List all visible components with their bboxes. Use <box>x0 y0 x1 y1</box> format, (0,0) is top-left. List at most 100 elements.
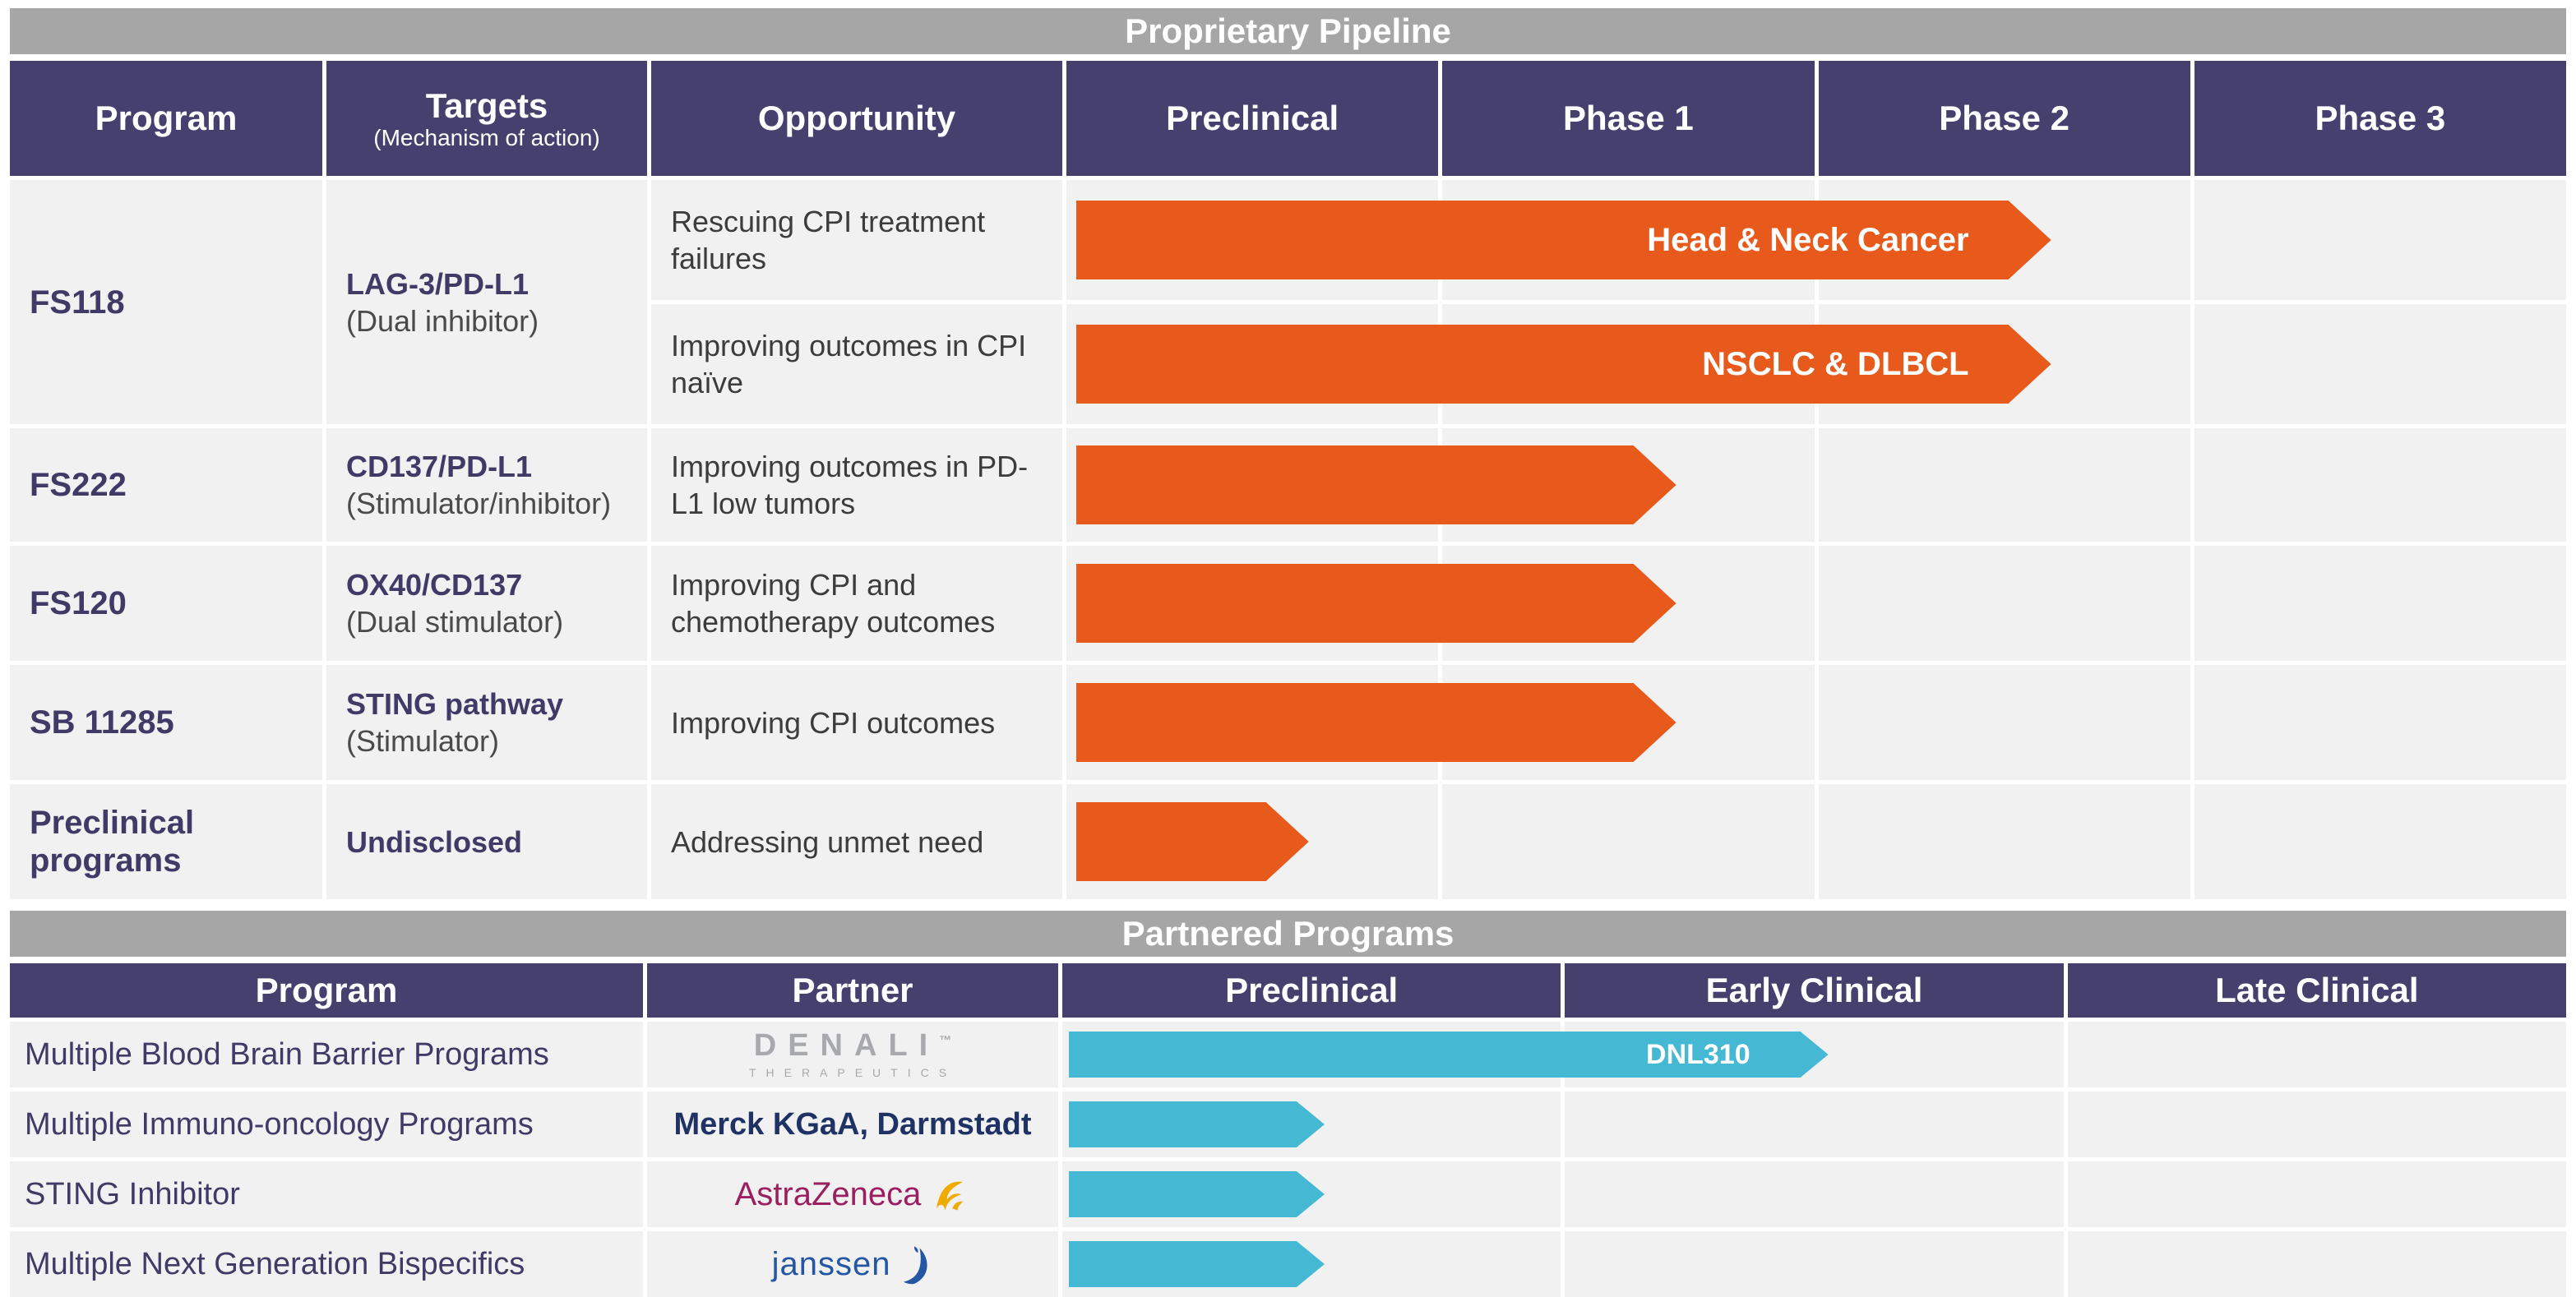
col-header-early-clinical-label: Early Clinical <box>1705 971 1923 1010</box>
program-cell-fs120: FS120 <box>10 546 322 661</box>
pipeline-arrow <box>1076 802 1309 881</box>
pipeline-arrow <box>1069 1241 1325 1287</box>
col-header-targets-sublabel: (Mechanism of action) <box>373 124 600 150</box>
partnered-program-name: Multiple Immuno-oncology Programs <box>25 1106 534 1142</box>
stage-gridlines <box>1062 1161 2566 1227</box>
partnered-program-name: STING Inhibitor <box>25 1176 240 1212</box>
opportunity-cell: Improving CPI outcomes <box>651 665 1062 780</box>
target-mechanism: (Dual stimulator) <box>346 605 564 639</box>
target-mechanism: (Stimulator/inhibitor) <box>346 487 612 520</box>
partner-cell-astrazeneca: AstraZeneca <box>647 1161 1058 1227</box>
col-header-late-clinical-label: Late Clinical <box>2215 971 2419 1010</box>
opportunity-cell: Rescuing CPI treatment failures <box>651 180 1062 300</box>
stage-track-fs222 <box>1066 428 2566 542</box>
target-mechanism: (Stimulator) <box>346 724 500 758</box>
col-header-opportunity-label: Opportunity <box>757 99 956 138</box>
janssen-flame-icon <box>904 1246 927 1285</box>
program-name: SB 11285 <box>30 704 174 741</box>
stage-track-janssen <box>1062 1231 2566 1297</box>
partnered-program-blood-brain-barrier: Multiple Blood Brain Barrier Programs <box>10 1022 643 1087</box>
opportunity-text: Improving outcomes in CPI naïve <box>671 329 1027 399</box>
pipeline-arrow: NSCLC & DLBCL <box>1076 325 2051 404</box>
stage-track-fs118-nsclc: NSCLC & DLBCL <box>1066 304 2566 424</box>
pipeline-arrow <box>1076 445 1676 524</box>
col-header-phase3: Phase 3 <box>2194 61 2566 176</box>
astrazeneca-logo: AstraZeneca <box>735 1173 971 1216</box>
partnered-program-name: Multiple Blood Brain Barrier Programs <box>25 1036 549 1072</box>
stage-track-astrazeneca <box>1062 1161 2566 1227</box>
col-header-program-label: Program <box>95 99 238 138</box>
program-name: FS120 <box>30 585 127 621</box>
target-name: LAG-3/PD-L1 <box>346 266 530 301</box>
target-name: OX40/CD137 <box>346 568 523 602</box>
pipeline-arrow <box>1076 564 1676 643</box>
pipeline-arrow <box>1069 1101 1325 1147</box>
col-header-targets: Targets (Mechanism of action) <box>326 61 647 176</box>
program-cell-fs222: FS222 <box>10 428 322 542</box>
partnered-program-sting-inhibitor: STING Inhibitor <box>10 1161 643 1227</box>
col-header-partner-label: Partner <box>792 971 913 1010</box>
partnered-program-name: Multiple Next Generation Bispecifics <box>25 1246 525 1281</box>
col-header-phase1-label: Phase 1 <box>1562 99 1694 138</box>
target-cell-preclinical-programs: Undisclosed <box>326 784 647 899</box>
target-cell-sb11285: STING pathway (Stimulator) <box>326 665 647 780</box>
opportunity-cell: Improving CPI and chemotherapy outcomes <box>651 546 1062 661</box>
arrow-label: DNL310 <box>1646 1038 1750 1070</box>
target-cell-fs120: OX40/CD137 (Dual stimulator) <box>326 546 647 661</box>
stage-track-merck <box>1062 1092 2566 1157</box>
col-header-partner: Partner <box>647 963 1058 1018</box>
col-header-phase3-label: Phase 3 <box>2315 99 2446 138</box>
stage-track-fs118-hnc: Head & Neck Cancer <box>1066 180 2566 300</box>
pipeline-arrow <box>1076 683 1676 762</box>
col-header-opportunity: Opportunity <box>651 61 1062 176</box>
partnered-program-next-gen-bispecifics: Multiple Next Generation Bispecifics <box>10 1231 643 1297</box>
partnered-programs-title: Partnered Programs <box>1122 914 1454 953</box>
arrow-label: Head & Neck Cancer <box>1647 221 1969 258</box>
opportunity-text: Addressing unmet need <box>671 824 984 859</box>
target-name: Undisclosed <box>346 824 523 859</box>
proprietary-pipeline-title-bar: Proprietary Pipeline <box>10 8 2566 54</box>
program-cell-fs118: FS118 <box>10 180 322 424</box>
opportunity-text: Improving CPI outcomes <box>671 705 996 740</box>
trademark-symbol: ™ <box>939 1033 952 1048</box>
col-header-partnered-program-label: Program <box>255 971 398 1010</box>
denali-logo: DENALI™ THERAPEUTICS <box>749 1030 956 1079</box>
col-header-late-clinical: Late Clinical <box>2067 963 2566 1018</box>
target-cell-fs118: LAG-3/PD-L1 (Dual inhibitor) <box>326 180 647 424</box>
col-header-phase1: Phase 1 <box>1442 61 1815 176</box>
partnered-programs-title-bar: Partnered Programs <box>10 911 2566 957</box>
partner-cell-janssen: Janssen <box>647 1231 1058 1297</box>
proprietary-pipeline-table: Program Targets (Mechanism of action) Op… <box>10 61 2566 899</box>
astrazeneca-wordmark: AstraZeneca <box>734 1175 922 1212</box>
program-cell-preclinical-programs: Preclinical programs <box>10 784 322 899</box>
col-header-program: Program <box>10 61 322 176</box>
stage-track-preclinical-programs <box>1066 784 2566 899</box>
program-name: FS118 <box>30 284 125 321</box>
partner-cell-merck: Merck KGaA, Darmstadt <box>647 1092 1058 1157</box>
col-header-preclinical-label: Preclinical <box>1166 99 1339 138</box>
col-header-targets-label: Targets <box>425 85 548 125</box>
stage-track-sb11285 <box>1066 665 2566 780</box>
target-mechanism: (Dual inhibitor) <box>346 303 539 338</box>
col-header-phase2-label: Phase 2 <box>1939 99 2070 138</box>
target-cell-fs222: CD137/PD-L1 (Stimulator/inhibitor) <box>326 428 647 542</box>
pipeline-arrow: Head & Neck Cancer <box>1076 201 2051 279</box>
janssen-wordmark: Janssen <box>771 1245 891 1282</box>
pipeline-arrow <box>1069 1171 1325 1217</box>
target-name: STING pathway <box>346 687 564 721</box>
stage-track-fs120 <box>1066 546 2566 661</box>
col-header-early-clinical: Early Clinical <box>1565 963 2064 1018</box>
program-name: Preclinical programs <box>30 805 195 879</box>
opportunity-cell: Improving outcomes in CPI naïve <box>651 304 1062 424</box>
stage-track-dnl310: DNL310 <box>1062 1022 2566 1087</box>
col-header-partnered-program: Program <box>10 963 643 1018</box>
opportunity-text: Improving CPI and chemotherapy outcomes <box>671 568 996 639</box>
stage-gridlines <box>1062 1092 2566 1157</box>
denali-logo-subtext: THERAPEUTICS <box>748 1066 957 1079</box>
proprietary-pipeline-title: Proprietary Pipeline <box>1125 12 1451 50</box>
partnered-programs-table: Program Partner Preclinical Early Clinic… <box>10 963 2566 1297</box>
opportunity-cell: Improving outcomes in PD-L1 low tumors <box>651 428 1062 542</box>
astrazeneca-icon <box>937 1181 964 1211</box>
col-header-phase2: Phase 2 <box>1818 61 2190 176</box>
pipeline-arrow: DNL310 <box>1069 1032 1829 1078</box>
